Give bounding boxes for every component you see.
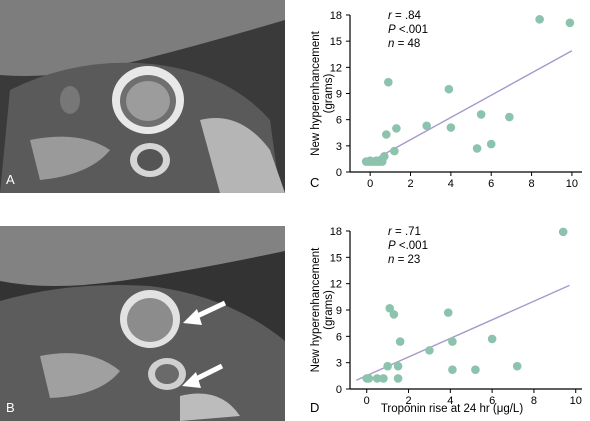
y-tick-label: 18 [330, 226, 342, 238]
stats-annotation-line: r = .84 [388, 10, 422, 22]
y-axis-label-group: New hyperenhancement (grams) [310, 247, 335, 372]
data-point [512, 361, 522, 371]
y-tick-label: 0 [336, 384, 342, 396]
mri-image-a: A [0, 0, 285, 193]
x-tick-label: 4 [447, 395, 453, 407]
data-point [389, 310, 399, 319]
stats-annotation: r = .84 P <.001 n = 48 [388, 10, 428, 50]
data-point [472, 144, 482, 153]
y-tick-label: 18 [330, 10, 342, 22]
y-axis-label: New hyperenhancement [310, 30, 322, 155]
x-tick-label: 6 [488, 178, 494, 190]
stats-annotation-line: n = 48 [388, 38, 420, 50]
data-point [393, 374, 403, 383]
data-point [385, 303, 395, 313]
panel-b-label: B [6, 400, 15, 415]
data-point [364, 374, 374, 383]
x-tick-label: 10 [570, 395, 582, 407]
y-axis-label: (grams) [323, 74, 335, 114]
mri-image-b-graphic [0, 226, 285, 421]
arrow-icon [183, 300, 227, 325]
data-point [371, 156, 381, 165]
x-tick-label: 0 [367, 178, 373, 190]
y-tick-label: 6 [336, 331, 342, 343]
scatter-chart-c: New hyperenhancement (grams) 0 2 4 6 8 10 0 3 6 9 1… [310, 10, 582, 190]
data-point [372, 374, 382, 383]
data-point [379, 374, 388, 383]
data-point [395, 337, 405, 346]
y-axis-label: New hyperenhancement [310, 247, 322, 372]
regression-line [365, 50, 573, 165]
arrow-icon [182, 363, 224, 388]
data-point [443, 308, 453, 317]
x-tick-label: 8 [529, 178, 535, 190]
data-point [448, 337, 457, 346]
data-point [392, 124, 401, 133]
data-point [487, 334, 497, 344]
data-point [444, 84, 454, 94]
data-point [486, 139, 496, 149]
panel-a-label: A [6, 172, 15, 187]
data-point [390, 146, 399, 156]
x-tick-label: 6 [489, 395, 495, 407]
stats-annotation-line: P <.001 [388, 24, 428, 36]
data-points [362, 227, 568, 383]
data-point [471, 365, 480, 374]
data-point [476, 110, 486, 119]
data-point [379, 152, 389, 161]
stats-annotation-line: n = 23 [388, 254, 420, 266]
data-point [383, 361, 392, 371]
axis-ticks: 0 2 4 6 8 10 0 3 6 9 12 15 18 [330, 226, 582, 407]
panel-c-label: C [310, 175, 319, 190]
y-tick-label: 12 [330, 62, 342, 74]
data-point [393, 361, 403, 371]
data-point [365, 156, 375, 165]
data-point [382, 130, 391, 139]
stats-annotation: r = .71 P <.001 n = 23 [388, 226, 428, 266]
data-point [446, 123, 456, 132]
data-point [425, 346, 434, 355]
data-point [448, 365, 457, 374]
data-point [422, 121, 431, 131]
y-tick-label: 9 [336, 89, 342, 101]
stats-annotation-line: P <.001 [388, 240, 428, 252]
y-tick-label: 3 [336, 141, 342, 153]
y-axis-label: (grams) [323, 290, 335, 330]
regression-line [355, 284, 570, 381]
x-tick-label: 4 [448, 178, 454, 190]
mri-image-b: B [0, 226, 285, 421]
panel-d-label: D [310, 400, 319, 415]
x-tick-label: 2 [407, 178, 413, 190]
axis-ticks: 0 2 4 6 8 10 0 3 6 9 12 15 18 [330, 10, 578, 190]
data-point [505, 112, 514, 122]
x-tick-label: 8 [531, 395, 537, 407]
data-point [558, 227, 568, 237]
y-tick-label: 15 [330, 252, 342, 264]
y-tick-label: 3 [336, 358, 342, 370]
y-tick-label: 15 [330, 36, 342, 48]
y-tick-label: 6 [336, 115, 342, 127]
y-tick-label: 0 [336, 167, 342, 179]
x-tick-label: 10 [566, 178, 578, 190]
x-axis-label: Troponin rise at 24 hr (μg/L) [381, 403, 524, 415]
data-point [565, 18, 575, 28]
data-point [535, 15, 544, 24]
x-tick-label: 0 [364, 395, 370, 407]
y-axis-label-group: New hyperenhancement (grams) [310, 30, 335, 155]
y-tick-label: 12 [330, 279, 342, 291]
stats-annotation-line: r = .71 [388, 226, 421, 238]
mri-image-a-graphic [0, 0, 285, 193]
data-points [361, 15, 575, 166]
data-point [384, 77, 393, 87]
y-tick-label: 9 [336, 305, 342, 317]
scatter-chart-d: New hyperenhancement (grams) 0 2 4 6 8 10 0 3 6 9 1… [310, 226, 582, 415]
x-tick-label: 2 [405, 395, 411, 407]
